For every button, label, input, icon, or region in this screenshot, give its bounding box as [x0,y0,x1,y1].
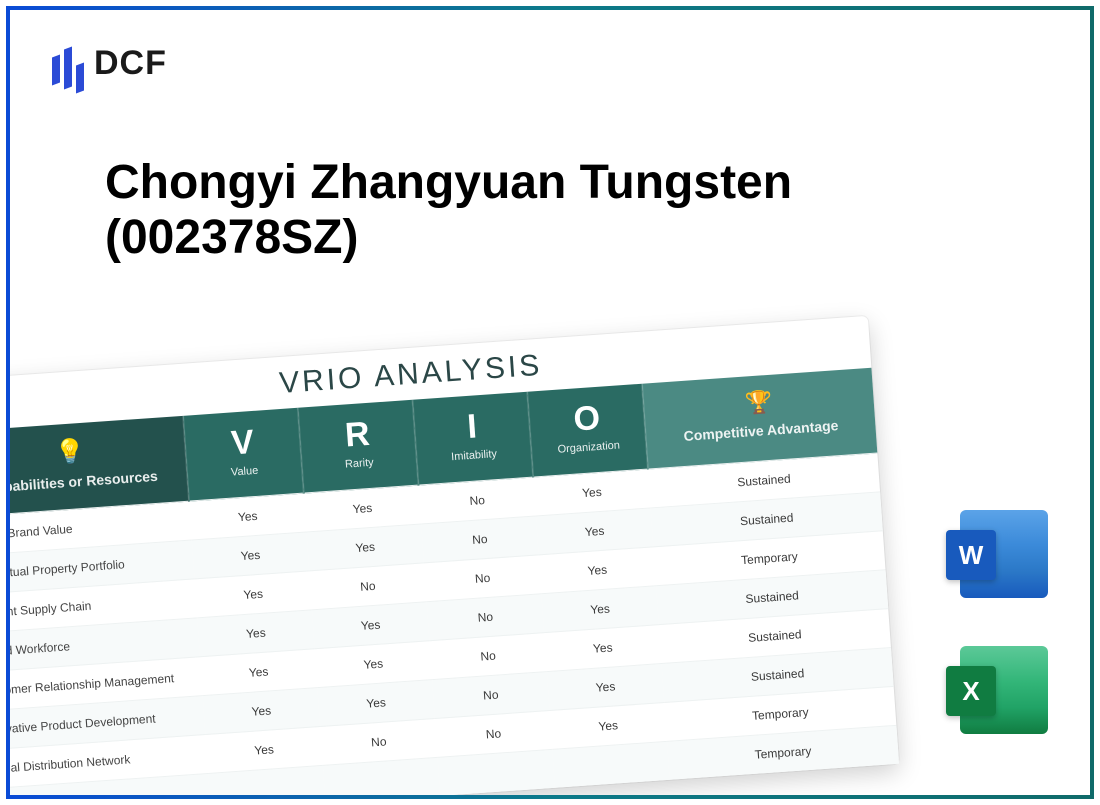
page-title: Chongyi Zhangyuan Tungsten (002378SZ) [105,155,792,265]
file-format-icons: W X [960,510,1048,734]
title-line-2: (002378SZ) [105,211,358,264]
excel-icon: X [960,646,1048,734]
word-icon-letter: W [946,530,996,580]
header-rarity: R Rarity [298,400,419,494]
header-capabilities-label: Capabilities or Resources [6,465,179,498]
header-imitability: I Imitability [413,392,534,486]
header-capabilities: 💡 Capabilities or Resources [6,416,189,518]
vrio-table: 💡 Capabilities or Resources V Value R Ra… [6,368,899,799]
header-advantage: 🏆 Competitive Advantage [642,368,877,470]
header-organization: O Organization [527,384,648,478]
logo-text: DCF [94,44,167,83]
header-value: V Value [183,408,304,502]
title-line-1: Chongyi Zhangyuan Tungsten [105,156,792,209]
table-cell-i [438,750,555,796]
table-cell-r [323,758,440,799]
word-icon: W [960,510,1048,598]
logo: DCF [52,38,167,88]
card-frame: DCF Chongyi Zhangyuan Tungsten (002378SZ… [6,6,1094,799]
excel-icon-letter: X [946,666,996,716]
table-cell-o [552,742,669,788]
logo-bars-icon [52,38,84,88]
vrio-table-body: Strong Brand ValueYesYesNoYesSustainedIn… [6,453,899,799]
vrio-table-card: VRIO ANALYSIS 💡 Capabilities or Resource… [6,316,899,799]
